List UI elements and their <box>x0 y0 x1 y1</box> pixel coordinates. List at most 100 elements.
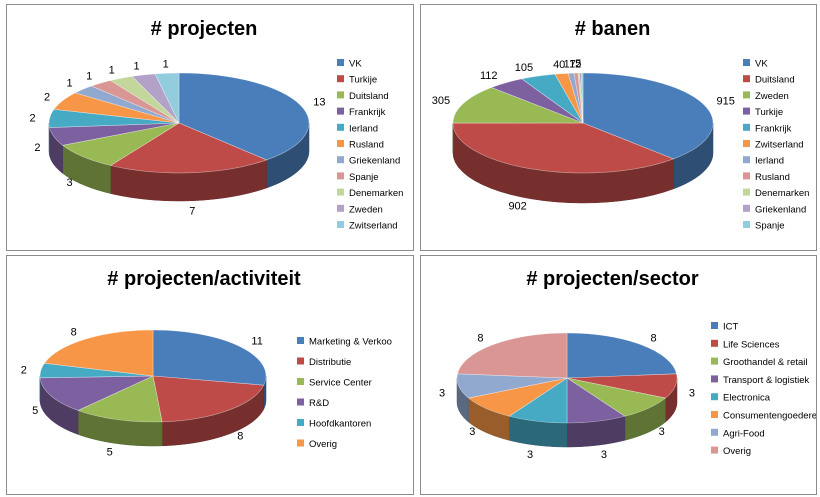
legend-swatch-ierland <box>743 156 750 164</box>
chart-title: # projecten/sector <box>526 268 699 290</box>
legend-swatch-duitsland <box>337 91 344 99</box>
legend-swatch-turkije <box>743 107 750 115</box>
data-label-service-center: 5 <box>107 447 113 459</box>
legend-swatch-griekenland <box>337 156 344 164</box>
pie-slice-spanje <box>580 72 584 124</box>
legend-label-groothandel-and-retail: Groothandel & retail <box>723 357 808 368</box>
data-label-zwitserland: 40 <box>553 59 565 71</box>
pie-slice-overig <box>457 332 568 379</box>
data-label-zweden: 1 <box>133 61 139 73</box>
legend-swatch-ict <box>711 322 718 329</box>
legend-label-frankrijk: Frankrijk <box>755 123 792 134</box>
pie-slice-vk <box>582 72 714 160</box>
legend-label-denemarken: Denemarken <box>755 188 809 199</box>
legend-swatch-life-sciences <box>711 339 718 347</box>
legend-swatch-spanje <box>743 221 750 228</box>
legend-label-consumentengoederen: Consumentengoederen <box>723 411 816 422</box>
chart-panel-banen: # banen 915 902 305 112 105 40 17 12 5 VK Duitsland… <box>420 4 817 251</box>
legend-swatch-frankrijk <box>743 123 750 131</box>
legend-label-duitsland: Duitsland <box>755 75 795 86</box>
legend-label-denemarken: Denemarken <box>349 188 403 199</box>
legend-label-spanje: Spanje <box>349 172 379 183</box>
legend-label-overig: Overig <box>723 446 751 457</box>
data-label-spanje: 1 <box>86 70 92 82</box>
legend-swatch-transport-and-logistiek <box>711 375 718 383</box>
data-label-frankrijk: 2 <box>34 142 40 154</box>
legend-swatch-griekenland <box>743 204 750 212</box>
pie-slice-randd <box>39 375 154 411</box>
pie-chart-svg: # projecten/activiteit 11 8 5 5 2 8 Marketing &… <box>21 268 392 459</box>
legend-swatch-hoofdkantoren <box>297 419 304 426</box>
legend-label-zwitserland: Zwitserland <box>755 140 804 151</box>
legend-swatch-zwitserland <box>337 221 344 228</box>
legend-swatch-consumentengoederen <box>711 411 718 418</box>
legend-label-frankrijk: Frankrijk <box>349 107 386 118</box>
legend-label-distributie: Distributie <box>309 357 351 368</box>
chart-panel-sector: # projecten/sector 8 3 3 3 3 3 3 8 ICT Life Scienc… <box>420 255 817 495</box>
legend-label-spanje: Spanje <box>755 221 785 232</box>
data-label-randd: 5 <box>32 405 38 417</box>
data-label-denemarken: 1 <box>109 65 115 77</box>
pie-slice-zwitserland <box>154 72 180 124</box>
legend-swatch-vk <box>743 59 750 66</box>
data-label-groothandel-and-retail: 3 <box>659 426 665 438</box>
legend-swatch-duitsland <box>743 75 750 83</box>
data-label-ierland: 2 <box>29 113 35 125</box>
legend-label-marketing-and-verkoo: Marketing & Verkoo <box>309 337 392 348</box>
legend-label-ict: ICT <box>723 322 739 333</box>
legend-swatch-groothandel-and-retail <box>711 357 718 365</box>
pie-slice-service-center <box>77 375 163 423</box>
legend-swatch-spanje <box>337 172 344 180</box>
legend-swatch-rusland <box>337 140 344 147</box>
pie-slice-vk <box>178 72 310 161</box>
legend: VK Turkije Duitsland Frankrijk Ierland Ruslan… <box>337 59 403 232</box>
legend-label-overig: Overig <box>309 439 337 450</box>
legend-swatch-denemarken <box>743 188 750 196</box>
legend-label-turkije: Turkije <box>349 75 377 86</box>
pie-chart-svg: # projecten/sector 8 3 3 3 3 3 3 8 ICT Life Scienc… <box>439 268 816 461</box>
legend-label-rusland: Rusland <box>755 172 790 183</box>
data-label-zwitserland: 1 <box>163 59 169 71</box>
legend-swatch-electronica <box>711 393 718 401</box>
data-label-griekenland: 1 <box>66 78 72 90</box>
legend-label-vk: VK <box>755 59 768 70</box>
legend-label-griekenland: Griekenland <box>755 204 806 215</box>
legend-label-vk: VK <box>349 59 362 70</box>
chart-title: # projecten <box>151 18 258 40</box>
legend-label-rusland: Rusland <box>349 140 384 151</box>
legend-label-zwitserland: Zwitserland <box>349 221 398 232</box>
legend-label-agri-food: Agri-Food <box>723 428 765 439</box>
legend-label-zweden: Zweden <box>755 91 789 102</box>
data-label-zweden: 305 <box>432 95 450 107</box>
legend-label-turkije: Turkije <box>755 107 783 118</box>
legend-label-transport-and-logistiek: Transport & logistiek <box>723 375 809 386</box>
data-label-transport-and-logistiek: 3 <box>601 449 607 461</box>
legend-swatch-zwitserland <box>743 140 750 147</box>
legend-swatch-vk <box>337 59 344 66</box>
legend-label-duitsland: Duitsland <box>349 91 389 102</box>
data-label-ict: 8 <box>651 333 657 345</box>
chart-panel-projecten: # projecten 13 7 3 2 2 2 1 1 1 1 1 VK Turkije Duitslan… <box>6 4 414 251</box>
legend-swatch-agri-food <box>711 428 718 436</box>
legend-swatch-distributie <box>297 357 304 365</box>
data-label-distributie: 8 <box>237 431 243 443</box>
data-label-denemarken: 5 <box>575 58 581 70</box>
legend-swatch-zweden <box>337 204 344 212</box>
data-label-turkije: 112 <box>480 70 498 82</box>
chart-panel-activiteit: # projecten/activiteit 11 8 5 5 2 8 Marketing &… <box>6 255 414 495</box>
legend-swatch-rusland <box>743 172 750 180</box>
pie-slice-turkije <box>109 122 268 174</box>
pie-slice-marketing-and-verkoo <box>152 329 267 386</box>
legend-swatch-overig <box>297 439 304 447</box>
legend-swatch-service-center <box>297 378 304 385</box>
legend-swatch-ierland <box>337 123 344 131</box>
chart-title: # banen <box>575 18 651 40</box>
data-label-agri-food: 3 <box>439 388 445 400</box>
legend-swatch-marketing-and-verkoo <box>297 337 304 344</box>
data-label-ierland: 17 <box>564 59 576 71</box>
legend-swatch-denemarken <box>337 188 344 196</box>
data-label-overig: 8 <box>71 326 77 338</box>
legend-label-griekenland: Griekenland <box>349 156 400 167</box>
